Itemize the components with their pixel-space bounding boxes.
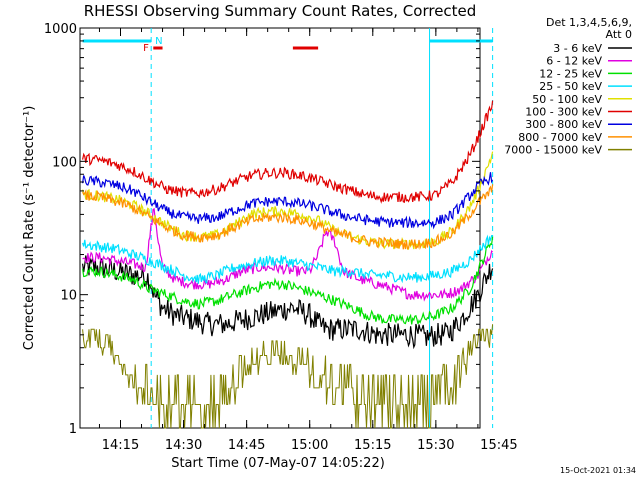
series-line-0 xyxy=(82,255,494,350)
legend-label-1: 6 - 12 keV xyxy=(546,55,602,68)
series-line-5 xyxy=(82,100,494,204)
x-tick-label: 15:30 xyxy=(417,438,454,453)
series-line-8 xyxy=(82,324,494,429)
y-tick-label: 10 xyxy=(60,289,77,304)
chart-title: RHESSI Observing Summary Count Rates, Co… xyxy=(84,2,477,20)
y-axis-label: Corrected Count Rate (s⁻¹ detector⁻¹) xyxy=(22,106,37,351)
plot-frame xyxy=(79,27,481,429)
legend-header-detectors: Det 1,3,4,5,6,9, xyxy=(546,16,632,29)
legend-label-5: 100 - 300 keV xyxy=(525,106,602,119)
timestamp: 15-Oct-2021 01:34 xyxy=(560,466,636,475)
x-tick-label: 14:30 xyxy=(165,438,202,453)
y-tick-label: 100 xyxy=(52,155,77,170)
legend-label-7: 800 - 7000 keV xyxy=(518,131,602,144)
night-marker-N: N xyxy=(155,36,162,47)
series-line-3 xyxy=(82,234,493,285)
series-layer xyxy=(82,100,494,429)
x-tick-label: 14:45 xyxy=(228,438,265,453)
x-tick-label: 15:45 xyxy=(480,438,517,453)
legend-label-8: 7000 - 15000 keV xyxy=(504,144,602,157)
y-tick-label: 1000 xyxy=(44,22,77,37)
legend-label-6: 300 - 800 keV xyxy=(525,118,602,131)
flare-marker-F: F xyxy=(143,43,149,54)
series-line-7 xyxy=(82,184,494,250)
plot-area xyxy=(79,27,481,429)
axes: 14:15 14:30 14:45 15:00 15:15 15:30 15:45 1 10 10… xyxy=(44,22,518,453)
y-tick-label: 1 xyxy=(69,422,77,437)
x-tick-label: 15:15 xyxy=(354,438,391,453)
series-line-1 xyxy=(82,207,494,302)
legend-header-attenuator: Att 0 xyxy=(606,28,632,41)
x-tick-label: 14:15 xyxy=(102,438,139,453)
legend-label-2: 12 - 25 keV xyxy=(539,67,602,80)
series-line-2 xyxy=(82,236,494,325)
legend-label-0: 3 - 6 keV xyxy=(553,42,602,55)
x-tick-label: 15:00 xyxy=(291,438,328,453)
legend-label-3: 25 - 50 keV xyxy=(539,80,602,93)
x-axis-label: Start Time (07-May-07 14:05:22) xyxy=(171,456,385,471)
series-line-6 xyxy=(82,172,494,230)
legend-label-4: 50 - 100 keV xyxy=(532,93,602,106)
